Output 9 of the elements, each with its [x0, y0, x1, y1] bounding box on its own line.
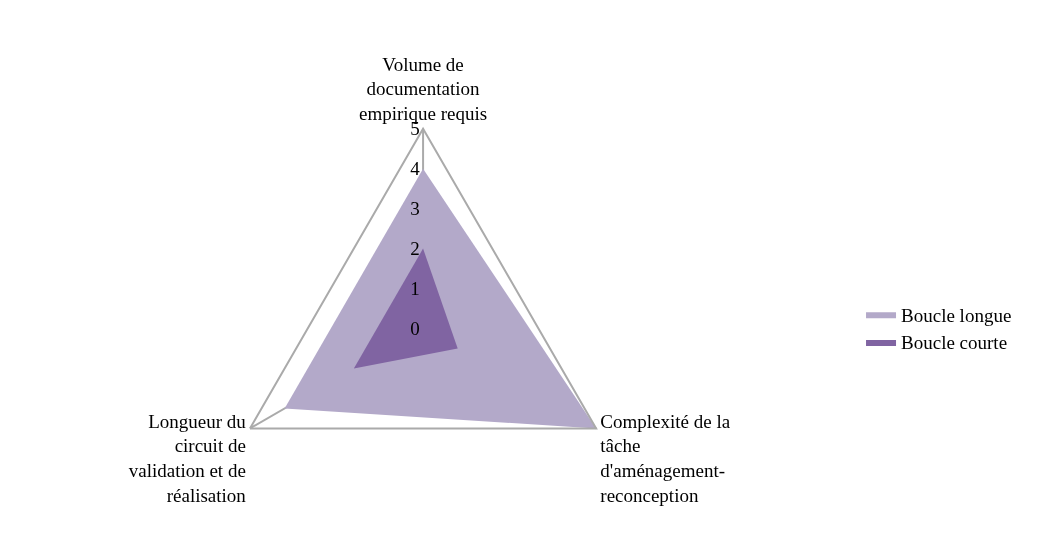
- y-tick-label: 4: [410, 157, 421, 179]
- y-tick-label: 0: [410, 317, 420, 339]
- spoke-label: Complexité de la tâche d'aménagement- reconception: [600, 410, 731, 506]
- y-tick-label: 1: [410, 277, 420, 299]
- legend-label: Boucle longue: [901, 304, 1012, 326]
- spoke-label: Longueur du circuit de validation et de réalisation: [128, 410, 247, 506]
- y-tick-label: 3: [410, 197, 420, 219]
- legend-label: Boucle courte: [901, 332, 1008, 354]
- y-tick-label: 2: [410, 237, 420, 259]
